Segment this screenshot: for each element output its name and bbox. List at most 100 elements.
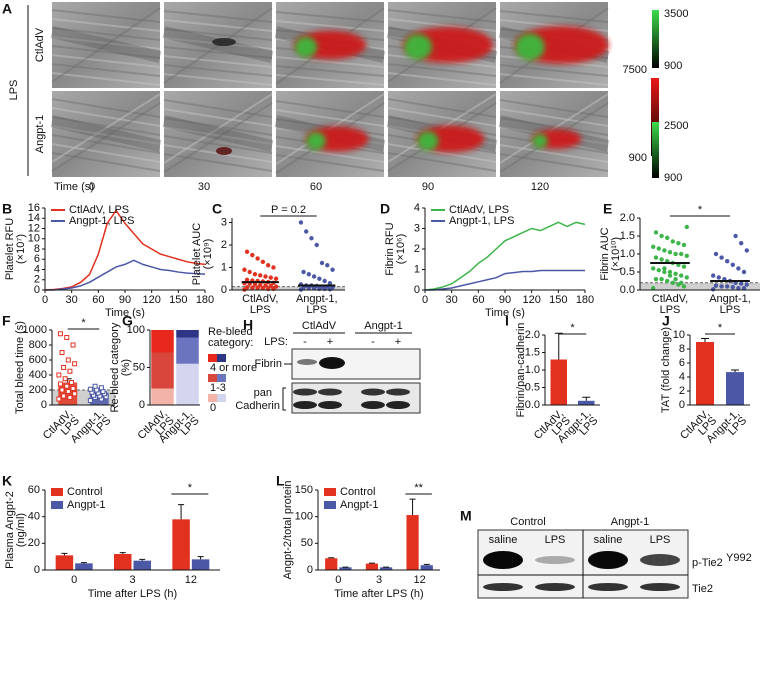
data-point: [70, 342, 76, 348]
y-tick-label: 0: [34, 564, 40, 576]
panel-label: M: [460, 508, 472, 524]
texture: [387, 18, 497, 32]
error-bar: [368, 562, 375, 564]
y-tick-label: 0.0: [620, 284, 635, 296]
band: [535, 583, 575, 591]
x-tick-label: 120: [142, 294, 160, 306]
bar: [191, 559, 210, 570]
error-bar: [554, 332, 563, 360]
data-point: [61, 393, 67, 399]
error-bar: [119, 552, 126, 554]
data-point: [684, 253, 689, 258]
bar: [55, 555, 74, 570]
colorbar-label: 3500: [664, 8, 688, 20]
data-point: [57, 331, 63, 337]
data-point: [67, 395, 73, 400]
bar: [133, 560, 151, 570]
data-point: [273, 276, 279, 281]
x-axis-label: Time after LPS (h): [334, 588, 423, 600]
texture: [51, 152, 161, 172]
data-point: [730, 284, 735, 290]
bar-segment: [176, 337, 199, 364]
x-tick-label: 0: [335, 574, 341, 586]
data-point: [244, 277, 250, 283]
texture: [163, 19, 273, 32]
texture: [499, 93, 609, 164]
data-point: [681, 264, 687, 269]
annotation: *: [570, 322, 575, 334]
data-point: [673, 251, 678, 257]
data-point: [651, 286, 656, 291]
x-axis-label: Time after LPS (h): [88, 588, 177, 600]
legend-label: Control: [340, 486, 375, 498]
lane-label: saline: [489, 534, 518, 546]
texture: [275, 65, 385, 77]
panel-label: E: [603, 201, 612, 217]
y-tick-label: 20: [28, 537, 40, 549]
data-point: [322, 278, 327, 284]
data-point: [255, 285, 260, 290]
error-bar: [61, 552, 68, 556]
colorbar-label: 900: [664, 172, 682, 184]
y-tick-label: 60: [28, 484, 40, 496]
data-point: [268, 275, 273, 280]
panel-label: D: [380, 201, 390, 217]
thrombus-green: [417, 131, 439, 151]
colorbar: [652, 122, 659, 178]
texture: [499, 10, 609, 23]
x-tick-label: 120: [522, 294, 540, 306]
data-point: [659, 233, 664, 239]
y-tick-label: 8: [34, 243, 40, 255]
data-point: [252, 282, 258, 287]
legend-swatch: [51, 501, 63, 509]
texture: [51, 36, 161, 50]
legend-swatch: [51, 488, 63, 496]
band: [588, 551, 628, 569]
texture: [387, 9, 497, 23]
bar: [578, 400, 595, 405]
texture: [499, 99, 609, 118]
panel-label: A: [2, 1, 12, 17]
band: [318, 388, 342, 396]
legend-swatch: [217, 354, 226, 362]
data-point: [679, 273, 684, 278]
legend-swatch: [217, 394, 226, 402]
texture: [387, 63, 497, 77]
data-point: [667, 250, 673, 255]
data-point: [659, 277, 664, 282]
treatment-sign: +: [327, 336, 333, 348]
band: [319, 357, 345, 369]
series-line: [424, 221, 586, 291]
texture: [51, 45, 161, 59]
texture: [387, 72, 497, 86]
bar-segment: [151, 352, 174, 389]
texture: [51, 7, 161, 83]
x-tick-label: 150: [169, 294, 187, 306]
row-label: pan: [254, 387, 272, 399]
data-point: [327, 281, 333, 286]
data-point: [713, 251, 719, 257]
texture: [163, 46, 273, 59]
row-superscript: Y992: [726, 552, 752, 564]
data-point: [70, 386, 76, 391]
data-point: [57, 381, 63, 387]
colorbar-label: 900: [629, 152, 647, 164]
y-tick-label: 600: [29, 354, 47, 366]
data-point: [330, 267, 335, 272]
data-point: [730, 262, 735, 267]
series-line: [45, 259, 206, 291]
texture: [387, 143, 497, 163]
texture: [51, 93, 161, 163]
error-bar: [139, 558, 146, 561]
texture: [51, 143, 161, 163]
y-tick-label: 100: [127, 324, 145, 336]
texture: [275, 20, 385, 32]
band: [293, 388, 317, 396]
data-point: [665, 235, 670, 240]
legend-label: Angpt-1, LPS: [69, 215, 134, 227]
image-tile: [164, 91, 272, 177]
error-bar: [197, 556, 204, 560]
data-point: [64, 335, 70, 340]
thrombus: [212, 38, 236, 46]
lane-label: LPS: [545, 534, 566, 546]
